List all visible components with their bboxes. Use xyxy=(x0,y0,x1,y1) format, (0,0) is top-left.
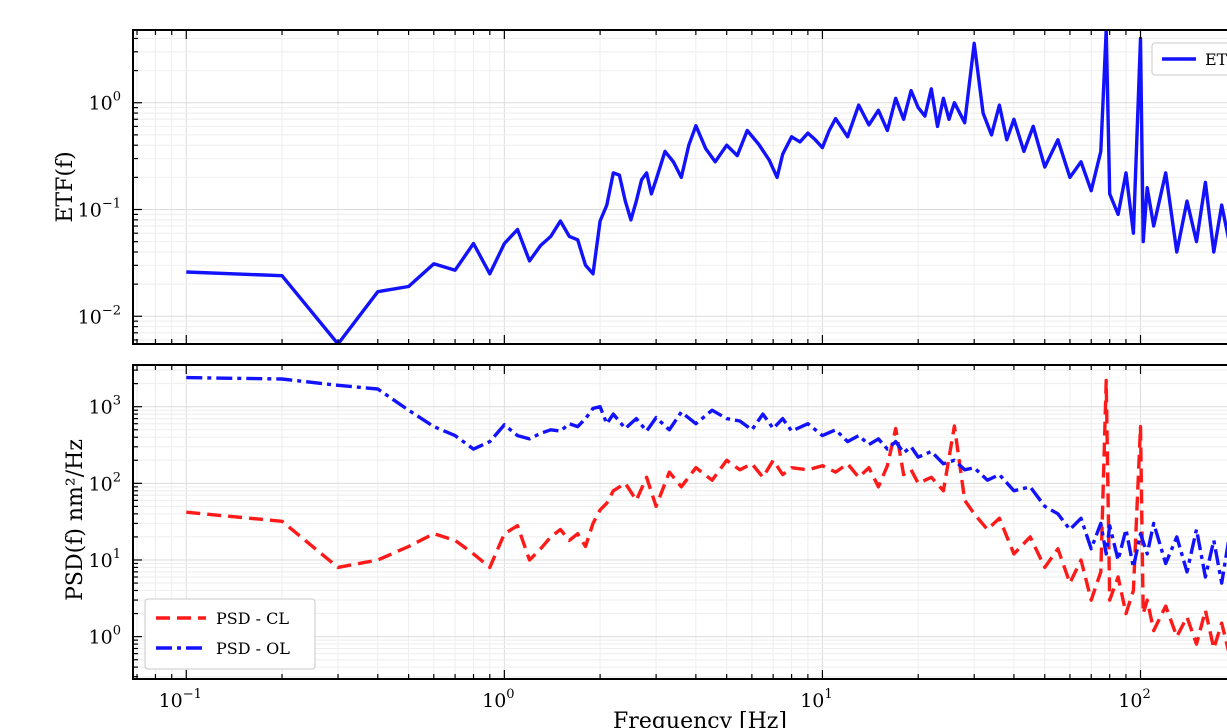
series-line-psd-cl xyxy=(186,378,1227,652)
psd-y-axis-label: PSD(f) nm²/Hz xyxy=(63,439,88,601)
y-tick-label: 102 xyxy=(89,470,121,495)
legend-entry: PSD - CL xyxy=(216,609,289,628)
etf-y-tick-labels: 10−2 10−1 100 xyxy=(78,90,121,329)
y-tick-label: 100 xyxy=(89,624,121,649)
legend-entry: ETF xyxy=(1205,50,1227,69)
etf-grid xyxy=(133,30,1227,344)
psd-x-tick-labels: 10−1 100 101 102 xyxy=(159,687,1151,712)
y-tick-label: 103 xyxy=(89,394,121,419)
psd-y-tick-labels: 100 101 102 103 xyxy=(89,394,121,649)
series-line-psd-ol xyxy=(186,375,1227,585)
etf-panel: 10−2 10−1 100 ETF(f) ETF xyxy=(53,29,1227,345)
y-tick-label: 10−2 xyxy=(78,303,121,328)
y-tick-label: 100 xyxy=(89,90,121,115)
y-tick-label: 101 xyxy=(89,547,121,572)
y-tick-label: 10−1 xyxy=(78,197,121,222)
etf-legend: ETF xyxy=(1151,42,1227,76)
psd-panel: 100 101 102 103 10−1 100 101 102 PSD(f) nm²/Hz… xyxy=(63,364,1227,728)
etf-y-axis-label: ETF(f) xyxy=(53,151,78,222)
etf-axes-frame xyxy=(132,29,1227,345)
etf-ticks xyxy=(133,30,1142,344)
x-tick-label: 100 xyxy=(482,687,514,712)
x-axis-label: Frequency [Hz] xyxy=(613,709,787,728)
series-line-etf xyxy=(186,30,1227,344)
x-tick-label: 102 xyxy=(1118,687,1150,712)
x-tick-label: 10−1 xyxy=(159,687,202,712)
psd-axes-frame xyxy=(132,364,1227,680)
etf-series-group xyxy=(186,30,1227,344)
psd-legend: PSD - CL PSD - OL xyxy=(144,598,316,670)
x-tick-label: 101 xyxy=(800,687,832,712)
psd-series-group xyxy=(186,375,1227,652)
legend-entry: PSD - OL xyxy=(216,639,290,658)
